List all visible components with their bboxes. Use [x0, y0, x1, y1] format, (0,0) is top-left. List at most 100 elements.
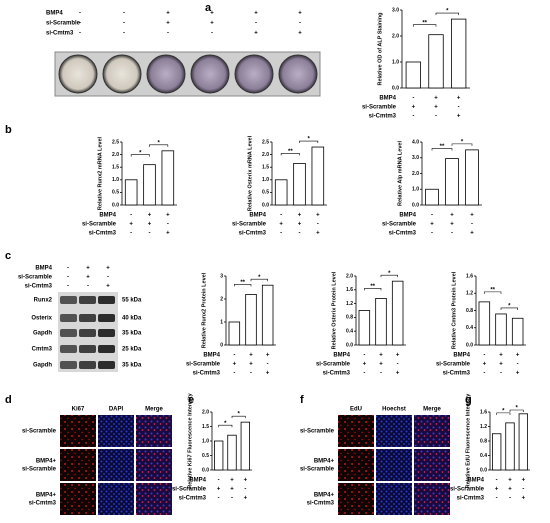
micrograph [376, 483, 412, 515]
y-tick-label: 3.0 [392, 7, 399, 13]
well [190, 54, 230, 94]
condition-mark: - [123, 21, 125, 27]
bar [240, 421, 250, 471]
condition-mark: + [166, 11, 170, 17]
condition-label: si-Cmtm3 [239, 231, 267, 237]
condition-mark: - [149, 231, 151, 237]
y-tick-label: 0.8 [480, 438, 487, 444]
significance-bracket [413, 24, 437, 27]
y-tick-label: 1.6 [466, 273, 473, 279]
condition-mark: - [397, 362, 399, 368]
y-axis-label: Relative Ki67 Fluorescence Intensity [187, 392, 193, 488]
significance-label: ** [240, 280, 245, 286]
row-label: BMP4+ [36, 459, 57, 465]
significance-label: ** [370, 284, 375, 290]
y-tick-label: 1.5 [262, 165, 269, 171]
significance-label: * [237, 412, 240, 418]
condition-mark: - [522, 487, 524, 493]
micrograph [98, 449, 134, 481]
condition-mark: - [363, 371, 365, 377]
column-header: Ki67 [72, 407, 85, 413]
significance-bracket [484, 291, 502, 294]
condition-mark: + [396, 353, 400, 359]
condition-mark: + [244, 478, 248, 484]
condition-mark: + [470, 231, 474, 237]
y-tick-label: 4.0 [412, 139, 419, 145]
marker-label: 35 kDa [122, 363, 142, 369]
condition-label: BMP4 [189, 478, 206, 484]
condition-label: si-Cmtm3 [89, 231, 117, 237]
y-tick-label: 0.0 [346, 342, 353, 348]
panel-label: g [465, 394, 472, 406]
condition-mark: + [379, 353, 383, 359]
blot-band [98, 361, 115, 369]
condition-mark: - [123, 31, 125, 37]
condition-mark: - [250, 371, 252, 377]
y-tick-label: 2.0 [346, 273, 353, 279]
blot-band [79, 329, 96, 337]
condition-mark: + [450, 222, 454, 228]
condition-label: si-Cmtm3 [457, 496, 485, 502]
condition-label: BMP4 [399, 213, 416, 219]
column-header: Hoechst [382, 407, 406, 413]
y-tick-label: 3.0 [412, 155, 419, 161]
y-tick-label: 0.0 [112, 202, 119, 208]
condition-mark: + [249, 353, 253, 359]
condition-mark: - [79, 31, 81, 37]
panel-label: b [5, 124, 12, 136]
condition-mark: + [148, 222, 152, 228]
condition-mark: + [470, 213, 474, 219]
condition-label: si-Scramble [450, 487, 485, 493]
blot-band [79, 345, 96, 353]
condition-mark: + [508, 487, 512, 493]
condition-mark: - [79, 11, 81, 17]
significance-bracket [380, 274, 398, 278]
y-axis-label: Relative Runx2 mRNA Level [97, 136, 103, 210]
blot-band [98, 329, 115, 337]
condition-label: BMP4 [467, 478, 484, 484]
condition-label: si-Cmtm3 [25, 284, 53, 290]
condition-mark: + [249, 362, 253, 368]
significance-label: * [258, 275, 261, 281]
significance-label: * [502, 408, 505, 414]
blot-band [79, 314, 96, 322]
condition-mark: - [483, 353, 485, 359]
y-tick-label: 0.4 [480, 453, 487, 459]
panel-label: f [300, 394, 304, 406]
significance-label: ** [440, 144, 445, 150]
condition-mark: + [396, 371, 400, 377]
y-tick-label: 0.0 [202, 467, 209, 473]
y-tick-label: 0.0 [392, 85, 399, 91]
y-tick-label: 0.8 [466, 308, 473, 314]
significance-label: ** [288, 149, 293, 155]
column-header: EdU [350, 407, 362, 413]
y-tick-label: 0.5 [262, 190, 269, 196]
significance-label: * [446, 9, 449, 15]
micrograph [338, 483, 374, 515]
condition-label: BMP4 [35, 266, 52, 272]
condition-mark: - [87, 284, 89, 290]
condition-label: si-Scramble [232, 222, 267, 228]
micrograph [414, 483, 450, 515]
significance-label: * [515, 406, 518, 412]
condition-mark: - [123, 11, 125, 17]
condition-mark: + [230, 487, 234, 493]
blot-band [79, 296, 96, 304]
y-tick-label: 1.2 [466, 291, 473, 297]
bar [311, 146, 325, 206]
bar [375, 298, 387, 346]
micrograph [136, 483, 172, 515]
condition-mark: - [218, 496, 220, 502]
condition-mark: - [280, 213, 282, 219]
y-tick-label: 3 [220, 273, 223, 279]
y-tick-label: 1.2 [480, 424, 487, 430]
condition-mark: + [379, 362, 383, 368]
bar [274, 179, 288, 206]
column-header: Merge [423, 407, 441, 413]
condition-mark: + [495, 487, 499, 493]
column-header: DAPI [109, 407, 124, 413]
y-tick-label: 0.0 [466, 342, 473, 348]
micrograph [98, 415, 134, 447]
band-label: Runx2 [34, 298, 53, 304]
